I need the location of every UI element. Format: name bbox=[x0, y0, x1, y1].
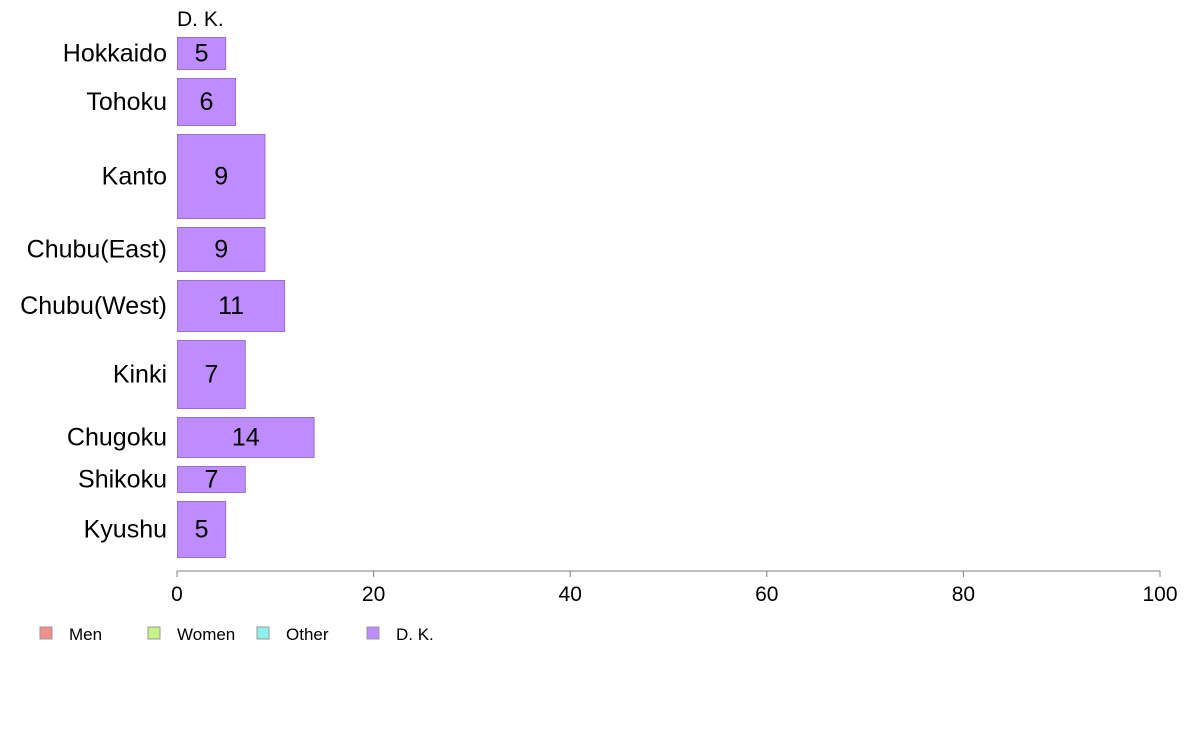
x-axis: 0 20 40 60 80 100 bbox=[171, 570, 1178, 606]
x-tick-label-0: 0 bbox=[171, 583, 183, 606]
category-label-chubu-east: Chubu(East) bbox=[27, 236, 167, 264]
value-label-kanto: 9 bbox=[214, 163, 228, 191]
x-tick-label-40: 40 bbox=[559, 583, 582, 606]
value-label-kyushu: 5 bbox=[195, 516, 209, 544]
category-label-hokkaido: Hokkaido bbox=[63, 40, 167, 68]
series-title: D. K. bbox=[177, 8, 224, 31]
x-tick-label-60: 60 bbox=[755, 583, 778, 606]
legend-label-d-k: D. K. bbox=[396, 625, 434, 644]
bar-chubu-west bbox=[177, 280, 286, 332]
legend-label-men: Men bbox=[69, 625, 102, 644]
value-label-shikoku: 7 bbox=[204, 466, 218, 494]
legend-label-other: Other bbox=[286, 625, 329, 644]
value-label-chubu-west: 11 bbox=[218, 292, 244, 320]
value-label-chugoku: 14 bbox=[232, 424, 260, 452]
value-label-tohoku: 6 bbox=[200, 88, 214, 116]
x-tick-label-100: 100 bbox=[1142, 583, 1177, 606]
legend: Men Women Other D. K. bbox=[39, 625, 434, 644]
bar-kanto bbox=[177, 134, 266, 219]
category-label-chugoku: Chugoku bbox=[67, 424, 167, 452]
legend-swatch-d-k bbox=[366, 626, 380, 640]
legend-swatch-other bbox=[256, 626, 270, 640]
bar-kinki bbox=[177, 340, 246, 409]
bar-shikoku bbox=[177, 466, 246, 493]
bar-hokkaido bbox=[177, 37, 227, 70]
category-label-shikoku: Shikoku bbox=[78, 466, 167, 494]
legend-swatch-men bbox=[39, 626, 53, 640]
legend-swatch-women bbox=[147, 626, 161, 640]
category-label-chubu-west: Chubu(West) bbox=[20, 292, 167, 320]
category-label-kinki: Kinki bbox=[113, 361, 167, 389]
legend-label-women: Women bbox=[177, 625, 235, 644]
category-label-kanto: Kanto bbox=[102, 163, 167, 191]
x-tick-label-80: 80 bbox=[952, 583, 975, 606]
category-label-tohoku: Tohoku bbox=[86, 88, 167, 116]
category-label-kyushu: Kyushu bbox=[84, 516, 167, 544]
bar-chugoku bbox=[177, 417, 315, 458]
bar-kyushu bbox=[177, 501, 227, 558]
bars-group: Hokkaido 5 Tohoku 6 Kanto 9 Chubu(East) 9 Chubu(… bbox=[20, 37, 315, 558]
bar-tohoku bbox=[177, 78, 236, 126]
x-tick-label-20: 20 bbox=[362, 583, 385, 606]
value-label-kinki: 7 bbox=[204, 361, 218, 389]
bar-chubu-east bbox=[177, 227, 266, 272]
value-label-chubu-east: 9 bbox=[214, 236, 228, 264]
value-label-hokkaido: 5 bbox=[195, 40, 209, 68]
